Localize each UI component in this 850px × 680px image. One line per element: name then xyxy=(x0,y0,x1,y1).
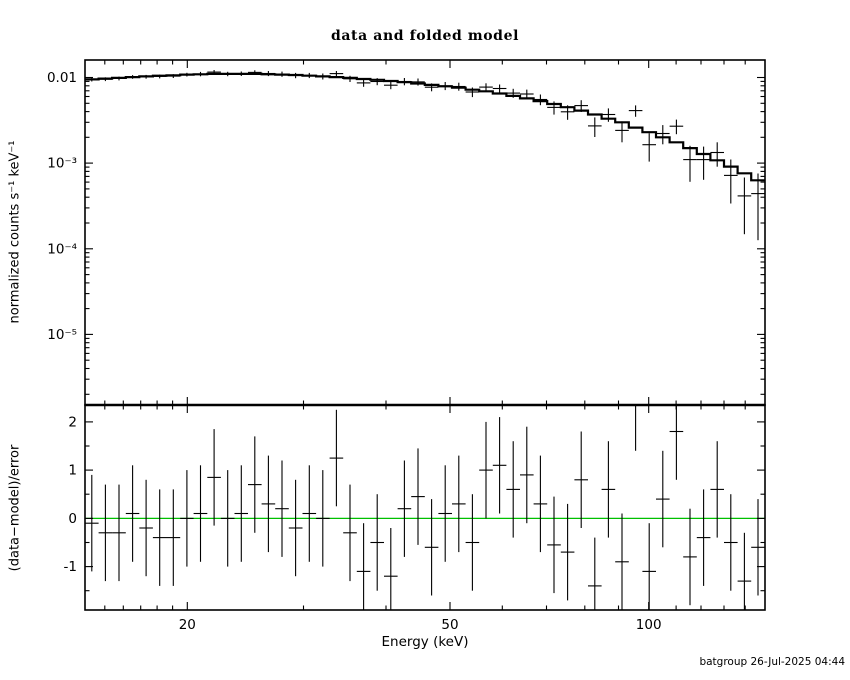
svg-text:10⁻⁵: 10⁻⁵ xyxy=(47,327,77,343)
panel-frames xyxy=(84,59,766,611)
chart-title: data and folded model xyxy=(331,28,519,44)
svg-text:10⁻⁴: 10⁻⁴ xyxy=(47,241,77,257)
svg-text:-1: -1 xyxy=(64,559,77,575)
svg-text:50: 50 xyxy=(441,617,458,633)
svg-text:0: 0 xyxy=(68,511,77,527)
residuals-group xyxy=(85,405,765,610)
model-step-line xyxy=(85,72,765,182)
svg-text:10⁻³: 10⁻³ xyxy=(47,156,77,172)
x-axis-label: Energy (keV) xyxy=(381,634,469,650)
svg-text:20: 20 xyxy=(179,617,196,633)
y-axis-label-counts: normalized counts s⁻¹ keV⁻¹ xyxy=(7,140,23,324)
data-points-group xyxy=(85,70,765,241)
footer-timestamp: batgroup 26-Jul-2025 04:44 xyxy=(699,656,845,668)
svg-text:2: 2 xyxy=(68,414,77,430)
svg-text:1: 1 xyxy=(68,463,77,479)
y-axis-label-residuals: (data−model)/error xyxy=(7,444,23,572)
axis-tick-labels: 0.01 10⁻³ 10⁻⁴ 10⁻⁵ -1 0 1 2 20 50 100 xyxy=(47,70,662,633)
axis-ticks xyxy=(85,60,765,610)
svg-text:0.01: 0.01 xyxy=(47,70,77,86)
svg-text:100: 100 xyxy=(636,617,662,633)
